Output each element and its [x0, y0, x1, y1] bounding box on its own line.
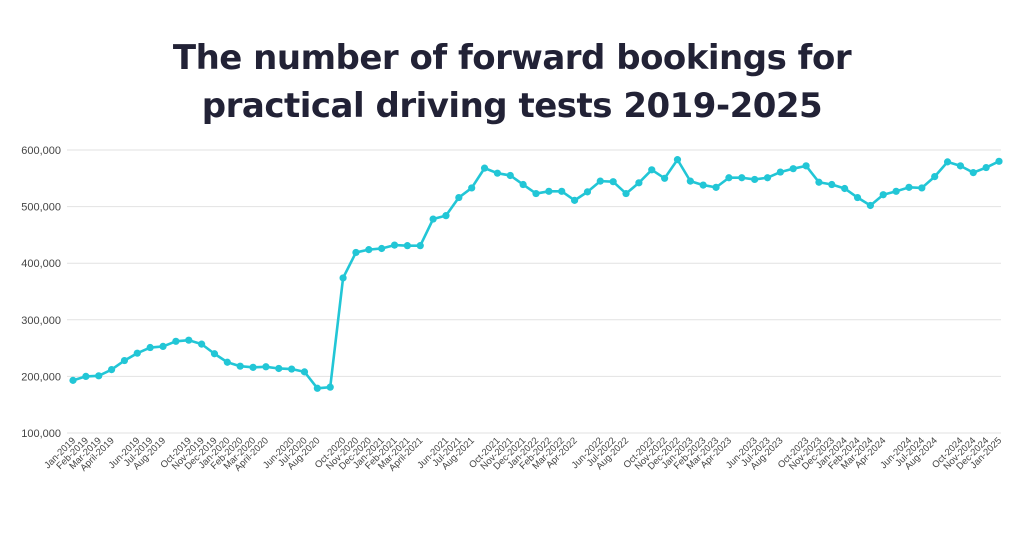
data-point [120, 356, 129, 365]
data-point [82, 372, 90, 380]
y-tick-label: 400,000 [21, 258, 61, 270]
data-point [429, 215, 437, 223]
data-point [570, 196, 579, 204]
data-point [506, 171, 514, 180]
data-point [995, 157, 1003, 165]
data-point [648, 166, 656, 174]
data-point [493, 169, 502, 177]
data-point [918, 184, 926, 192]
y-tick-label: 300,000 [21, 315, 61, 327]
data-point [751, 175, 759, 184]
data-point [776, 168, 784, 176]
y-tick-label: 600,000 [21, 145, 61, 157]
data-point [468, 184, 476, 192]
data-point [480, 164, 489, 172]
y-tick-label: 500,000 [21, 202, 61, 214]
data-point [95, 372, 103, 380]
data-point [892, 187, 900, 195]
data-point [365, 246, 373, 254]
data-point [635, 179, 643, 187]
data-points [69, 156, 1003, 392]
data-point [339, 274, 347, 282]
data-point [828, 180, 836, 189]
gridlines [67, 149, 1001, 434]
data-point [738, 174, 746, 182]
data-point [416, 242, 424, 250]
data-point [223, 358, 231, 366]
data-point [262, 363, 270, 371]
data-point [133, 349, 141, 357]
data-point [699, 181, 707, 189]
data-point [661, 174, 669, 182]
data-point [352, 248, 360, 257]
data-point [673, 156, 682, 164]
data-point [725, 174, 733, 182]
data-point [583, 188, 592, 196]
data-point [931, 173, 939, 181]
y-tick-label: 200,000 [21, 371, 61, 383]
y-tick-label: 100,000 [21, 428, 61, 440]
data-point [326, 383, 334, 391]
data-point [455, 193, 463, 202]
data-point [763, 174, 772, 182]
data-point [969, 169, 977, 177]
data-point [789, 165, 797, 173]
data-point [69, 376, 77, 384]
data-point [288, 365, 296, 373]
chart-title: The number of forward bookings for pract… [0, 34, 1024, 130]
data-point [853, 193, 862, 202]
data-point [275, 364, 283, 373]
data-point [146, 343, 154, 352]
data-point [532, 189, 540, 198]
data-point [815, 178, 823, 186]
data-point [943, 158, 952, 166]
data-point [609, 178, 617, 186]
data-point [519, 180, 527, 189]
data-point [236, 362, 244, 370]
data-point [982, 163, 990, 172]
chart-title-line-1: The number of forward bookings for [172, 38, 852, 78]
data-point [403, 242, 411, 250]
data-point [712, 183, 720, 191]
data-point [172, 337, 180, 345]
data-point [107, 366, 116, 374]
data-point [956, 162, 965, 170]
x-axis-ticks: Jan-2019Feb-2019Mar-2019April-2019Jun-20… [42, 435, 1004, 473]
data-point [198, 340, 206, 348]
data-point [596, 177, 604, 185]
data-point [879, 191, 887, 199]
data-point [442, 212, 450, 220]
data-point [249, 363, 257, 371]
data-point [300, 368, 309, 376]
data-point [866, 201, 874, 210]
data-point [905, 183, 913, 191]
data-point [622, 189, 630, 198]
data-point [159, 342, 167, 351]
data-point [390, 241, 399, 249]
data-point [313, 384, 321, 392]
chart-title-line-2: practical driving tests 2019-2025 [201, 86, 823, 126]
data-point [545, 187, 553, 195]
data-point [210, 350, 219, 358]
y-axis-ticks: 100,000 200,000 300,000 400,000 500,000 600,0… [21, 145, 61, 440]
data-point [558, 187, 566, 195]
data-point [378, 244, 386, 253]
data-point [841, 184, 849, 193]
data-point [185, 336, 193, 344]
data-point [802, 162, 810, 170]
data-point [686, 177, 694, 185]
